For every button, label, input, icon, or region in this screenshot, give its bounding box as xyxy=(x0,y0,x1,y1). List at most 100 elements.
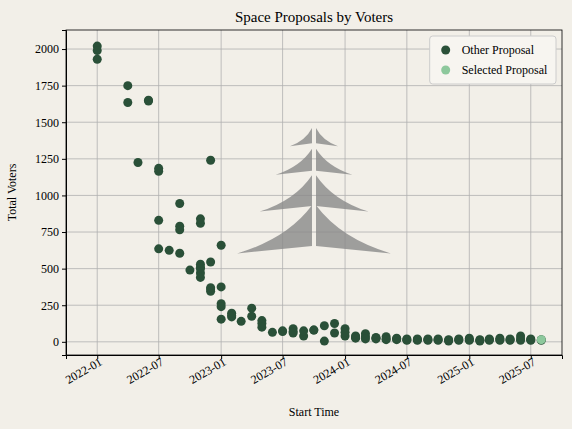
point xyxy=(175,199,184,208)
point xyxy=(434,336,443,345)
grid-line-x xyxy=(406,30,407,355)
grid-line-y xyxy=(66,122,562,123)
point xyxy=(196,214,205,223)
point xyxy=(154,244,163,253)
point xyxy=(278,326,287,335)
point xyxy=(133,158,142,167)
point xyxy=(526,334,535,343)
point xyxy=(217,315,226,324)
point xyxy=(475,337,484,346)
watermark-shape xyxy=(316,205,391,253)
point xyxy=(485,335,494,344)
legend-box xyxy=(430,36,556,84)
x-tick: 2025-01 xyxy=(435,355,477,387)
point xyxy=(413,335,422,344)
point xyxy=(185,266,194,275)
y-tick: 1500 xyxy=(35,116,66,130)
point xyxy=(465,335,474,344)
point xyxy=(196,264,205,273)
x-axis: 2022-012022-072023-012023-072024-012024-… xyxy=(63,355,563,387)
point xyxy=(495,336,504,345)
y-tick: 750 xyxy=(41,225,66,239)
point xyxy=(506,336,515,345)
point xyxy=(454,334,463,343)
point xyxy=(123,98,132,107)
chart: 2022-012022-072023-012023-072024-012024-… xyxy=(0,0,572,429)
y-tick-label: 1000 xyxy=(35,189,59,203)
y-tick-mark xyxy=(62,305,66,306)
point xyxy=(537,335,546,344)
x-tick-label: 2025-01 xyxy=(435,355,477,387)
point xyxy=(93,55,102,64)
y-axis-title: Total Voters xyxy=(5,163,19,221)
point xyxy=(485,334,494,343)
grid-line-x xyxy=(97,30,98,355)
y-tick-mark xyxy=(62,269,66,270)
watermark xyxy=(237,128,391,254)
x-axis-line xyxy=(67,356,563,360)
point xyxy=(392,334,401,343)
x-tick: 2025-07 xyxy=(496,355,538,387)
point xyxy=(537,336,546,345)
point xyxy=(217,302,226,311)
y-tick-label: 0 xyxy=(53,335,59,349)
watermark-shape xyxy=(276,149,312,175)
point xyxy=(465,336,474,345)
background xyxy=(0,0,572,429)
grid xyxy=(66,30,562,355)
point xyxy=(475,336,484,345)
point xyxy=(371,334,380,343)
point xyxy=(382,334,391,343)
point xyxy=(485,336,494,345)
point xyxy=(309,326,318,335)
watermark-shape xyxy=(316,128,338,146)
watermark-shape xyxy=(316,149,352,175)
point xyxy=(320,337,329,346)
grid-line-y xyxy=(66,232,562,233)
point xyxy=(257,323,266,332)
y-tick-mark xyxy=(62,86,66,87)
point xyxy=(206,258,215,267)
point xyxy=(330,329,339,338)
point xyxy=(351,334,360,343)
point xyxy=(227,311,236,320)
point xyxy=(289,329,298,338)
grid-line-x xyxy=(158,30,159,355)
point xyxy=(165,246,174,255)
watermark-shape xyxy=(260,175,312,211)
point xyxy=(144,97,153,106)
point xyxy=(123,81,132,90)
plot-frame xyxy=(66,30,562,355)
point xyxy=(268,328,277,337)
point xyxy=(206,283,215,292)
point xyxy=(423,335,432,344)
y-tick-label: 250 xyxy=(41,299,59,313)
point xyxy=(454,335,463,344)
legend-label: Other Proposal xyxy=(462,43,535,57)
point xyxy=(351,333,360,342)
y-tick: 1000 xyxy=(35,189,66,203)
point xyxy=(330,319,339,328)
grid-line-y xyxy=(66,305,562,306)
point xyxy=(175,225,184,234)
legend-marker xyxy=(441,66,450,75)
x-tick-label: 2024-01 xyxy=(311,355,353,387)
point xyxy=(423,334,432,343)
points xyxy=(93,42,546,346)
title: Space Proposals by Voters xyxy=(235,9,393,25)
y-tick-mark xyxy=(62,232,66,233)
point xyxy=(434,334,443,343)
y-tick-label: 500 xyxy=(41,262,59,276)
x-tick-label: 2023-07 xyxy=(248,355,290,387)
y-tick-label: 2000 xyxy=(35,42,59,56)
point xyxy=(506,335,515,344)
point xyxy=(217,241,226,250)
y-tick: 2000 xyxy=(35,42,66,56)
x-tick-label: 2023-01 xyxy=(187,355,229,387)
y-tick: 0 xyxy=(53,335,66,349)
point xyxy=(247,304,256,313)
x-tick: 2022-01 xyxy=(63,355,105,387)
x-tick: 2024-01 xyxy=(311,355,353,387)
point xyxy=(495,335,504,344)
point xyxy=(402,336,411,345)
